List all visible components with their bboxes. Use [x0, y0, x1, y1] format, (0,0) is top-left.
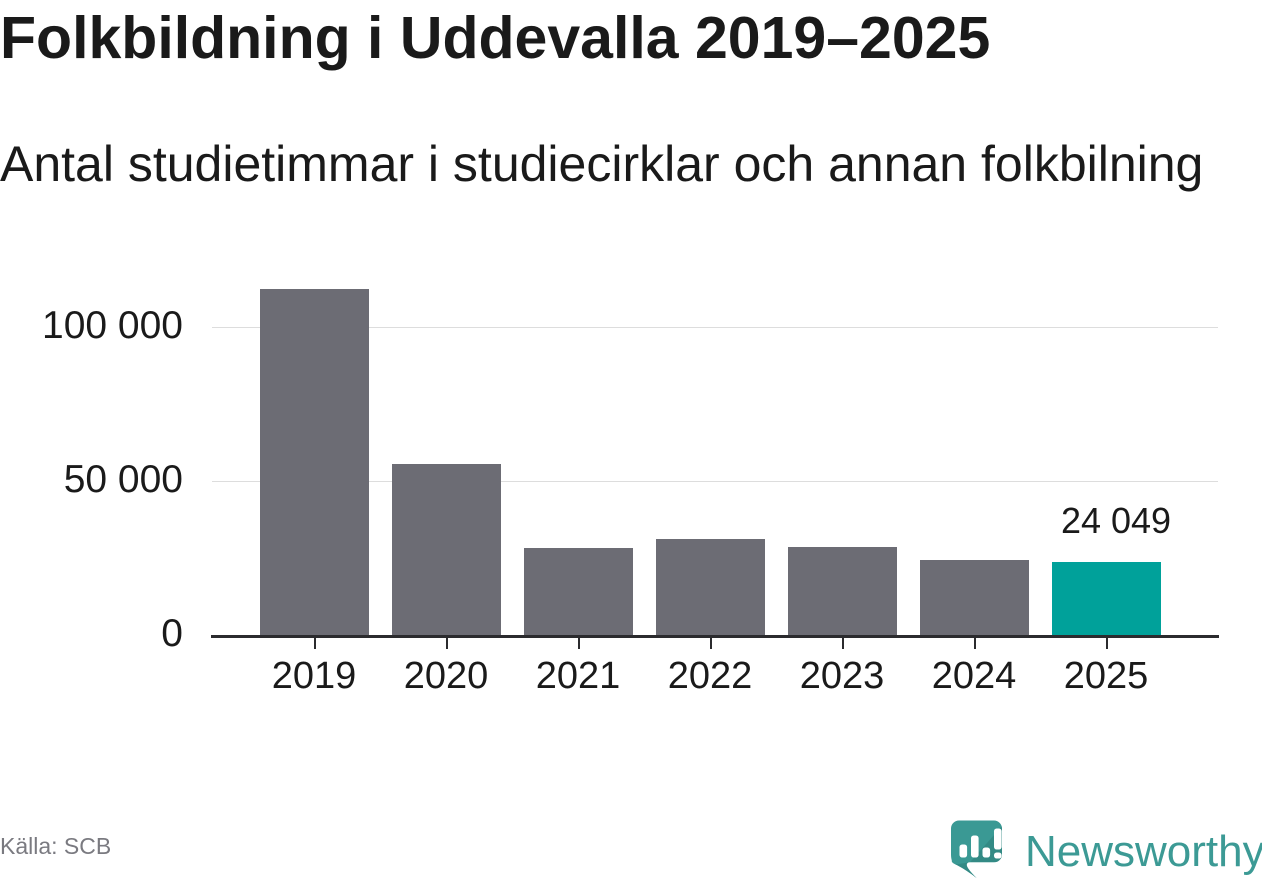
svg-text:Newsworthy: Newsworthy — [1025, 827, 1262, 876]
